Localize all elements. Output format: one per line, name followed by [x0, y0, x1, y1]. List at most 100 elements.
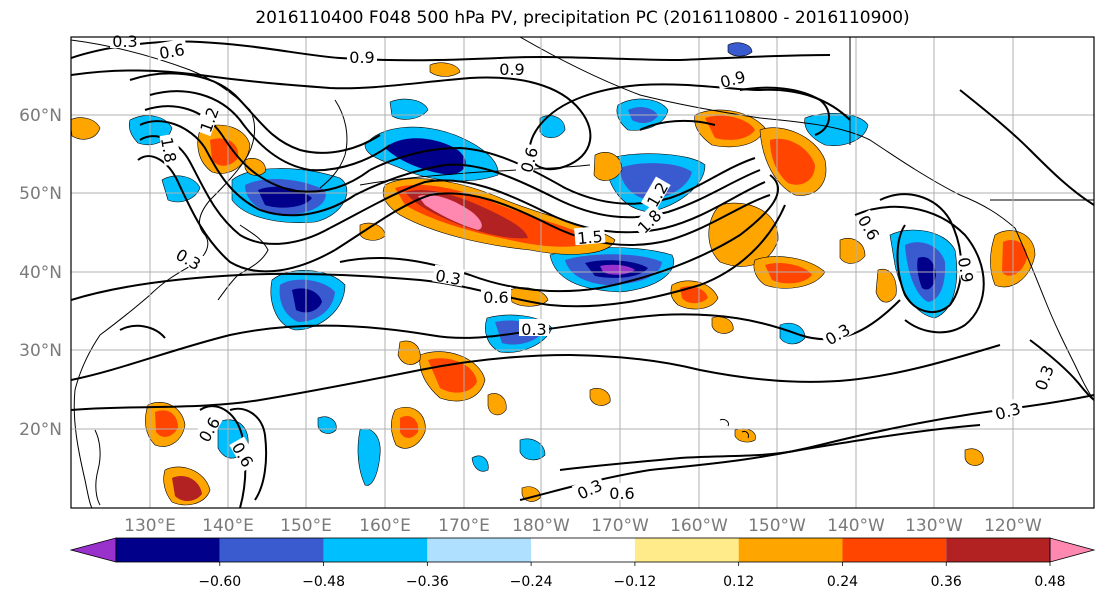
contour-label-text: 0.9	[349, 48, 374, 67]
pv-contour	[959, 89, 1094, 206]
colorbar-frame	[115, 537, 1051, 563]
contour-label-bg	[640, 176, 671, 211]
contour-label-bg	[631, 203, 665, 237]
contour-label-text: 0.3	[112, 32, 137, 51]
shade-blob	[917, 256, 936, 290]
shade-blob	[389, 98, 429, 120]
pv-contour	[339, 174, 780, 293]
lon-tick-label: 120°W	[984, 516, 1042, 536]
pv-contour	[71, 69, 851, 171]
pv-contour	[139, 120, 356, 217]
shade-blob	[593, 151, 623, 181]
colorbar-tick-label: −0.36	[406, 574, 449, 590]
pv-contour	[199, 405, 247, 508]
lon-tick-label: 140°E	[202, 516, 254, 536]
lat-tick-label: 40°N	[19, 263, 62, 283]
contour-label: 0.3	[519, 319, 549, 339]
contour-label-bg	[1029, 360, 1056, 395]
colorbar-tick-label: −0.12	[613, 574, 656, 590]
colorbar-swatch	[531, 538, 635, 562]
shade-blob	[244, 158, 266, 176]
contour-label-bg	[347, 47, 377, 64]
pv-contour	[137, 155, 336, 273]
shade-blob	[875, 268, 897, 303]
lon-tick-label: 170°W	[591, 516, 649, 536]
shade-blob	[292, 288, 322, 313]
shade-blob	[509, 287, 549, 307]
colorbar-swatch	[946, 538, 1050, 562]
map-frame	[70, 36, 1095, 509]
shade-blob	[155, 410, 178, 437]
colorbar-swatch	[842, 538, 947, 562]
contour-label-text: 0.6	[609, 484, 634, 503]
pv-contour	[144, 105, 371, 193]
colorbar-swatch	[323, 538, 428, 562]
pv-contour	[334, 192, 771, 251]
shade-blob	[589, 388, 611, 406]
coastline-asia	[71, 39, 256, 508]
shade-blob	[539, 115, 566, 139]
colorbar-tick-label: −0.48	[302, 574, 345, 590]
lon-tick-label: 130°E	[124, 516, 176, 536]
contour-label-bg	[571, 473, 607, 502]
pv-contour	[739, 86, 830, 136]
colorbar-swatch	[738, 538, 843, 562]
shade-blob	[964, 448, 984, 466]
contour-label-bg	[229, 436, 260, 471]
contour-label-text: 1.5	[576, 227, 603, 248]
contour-label-text: 0.6	[483, 288, 508, 307]
pv-contour	[369, 146, 756, 205]
shade-blob	[1002, 239, 1028, 276]
shade-blob	[519, 438, 546, 461]
pv-contour	[229, 407, 268, 501]
contour-label-bg	[192, 411, 223, 446]
contour-label-text: 0.3	[434, 266, 462, 289]
contour-label-bg	[607, 483, 637, 500]
gridlines	[71, 37, 1094, 508]
colorbar-swatch	[219, 538, 324, 562]
contour-label: 0.9	[347, 47, 377, 67]
shade-blob	[727, 42, 753, 57]
coastline-philippines	[94, 429, 101, 506]
contour-label-bg	[481, 287, 511, 304]
shade-blob	[471, 455, 489, 472]
contour-label: 0.3	[110, 31, 140, 51]
contour-label-bg	[432, 264, 465, 287]
coastlines	[71, 37, 1094, 508]
positive-anomaly-regions	[71, 62, 1036, 506]
shade-blob	[172, 475, 202, 502]
lon-tick-label: 170°E	[438, 516, 490, 536]
contour-labels: 0.3 0.6 0.90.9 0.91.21.80.30.30.60.31.51.21…	[110, 31, 1058, 504]
shade-blob	[400, 415, 419, 438]
contour-label-bg	[574, 225, 606, 246]
pv-contour	[149, 90, 391, 172]
lat-tick-label: 30°N	[19, 341, 62, 361]
contour-label-bg	[519, 319, 549, 336]
contour-label: 1.8	[157, 133, 182, 166]
colorbar-tick-label: 0.24	[827, 574, 858, 590]
contour-label-text: 1.8	[157, 136, 180, 164]
shade-blob	[770, 138, 815, 185]
coastline-kamchatka	[319, 99, 348, 189]
contour-label-bg	[855, 209, 886, 244]
contour-label: 0.6	[481, 287, 511, 307]
pv-contour	[639, 119, 716, 131]
coastline-japan	[217, 224, 269, 301]
shade-blob	[680, 286, 708, 304]
latitude-tick-labels: 60°N 50°N 40°N 30°N 20°N	[19, 106, 62, 440]
contour-label-bg	[194, 102, 221, 137]
contour-label-text: 0.3	[521, 320, 546, 339]
shade-blob	[429, 62, 461, 77]
colorbar-tick-label: −0.60	[198, 574, 241, 590]
pv-contour	[71, 40, 831, 62]
shade-blob	[487, 393, 507, 416]
contour-label: 0.9	[954, 253, 979, 286]
contour-label-bg	[990, 397, 1025, 422]
colorbar-tick-label: −0.24	[510, 574, 553, 590]
colorbar-tick-label: 0.48	[1034, 574, 1065, 590]
colorbar: −0.60 −0.48 −0.36 −0.24 −0.12 0.12 0.24 0.36 0.4…	[69, 537, 1096, 590]
shade-blob	[397, 340, 421, 365]
pv-contour	[1029, 339, 1094, 401]
lat-tick-label: 20°N	[19, 420, 62, 440]
pv-contour	[71, 344, 1001, 411]
